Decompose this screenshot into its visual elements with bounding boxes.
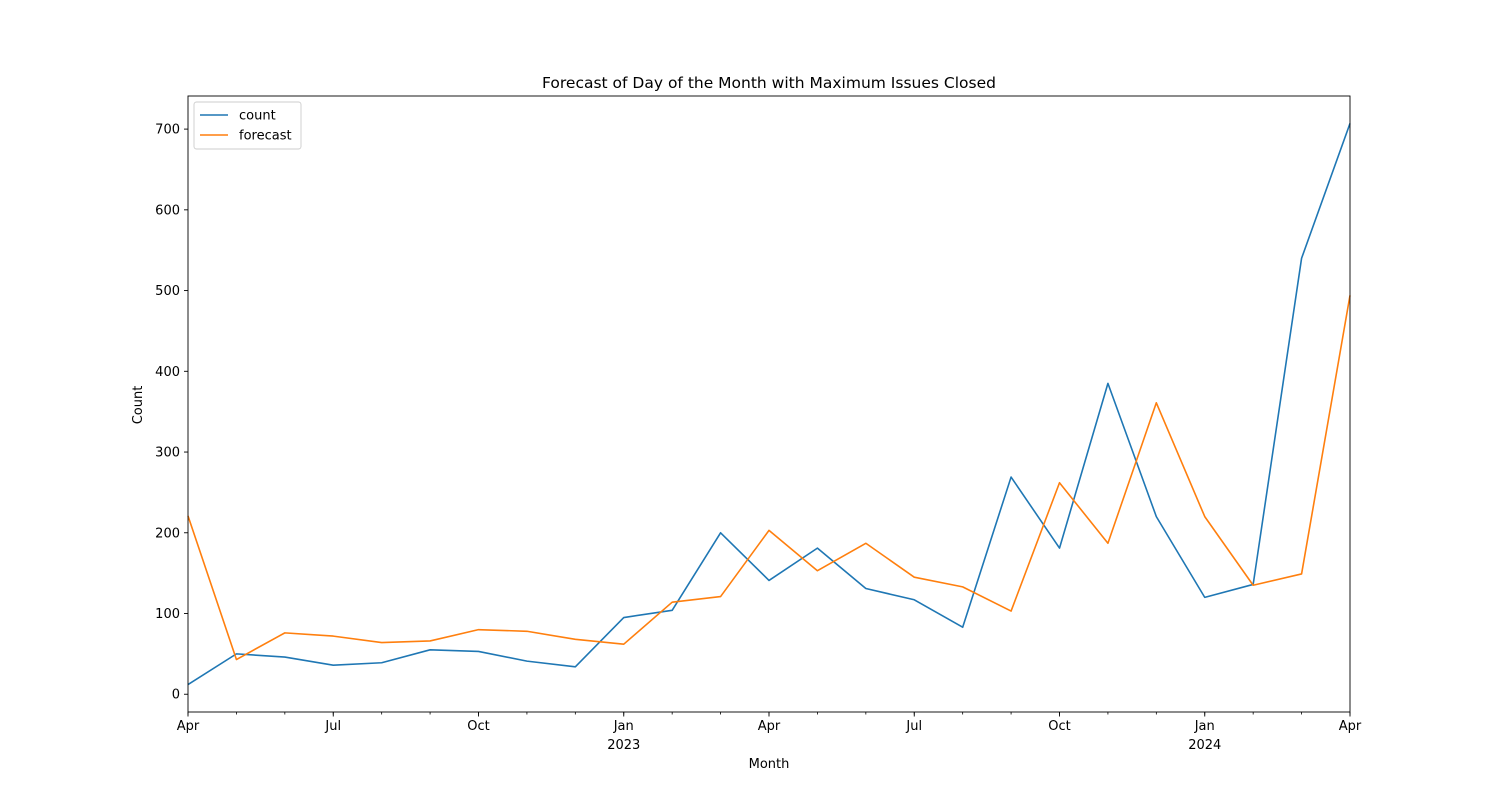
- y-tick-label: 300: [155, 446, 180, 461]
- x-tick-label: Apr: [1339, 719, 1362, 734]
- legend-box: [193, 101, 302, 150]
- x-axis-label: Month: [749, 757, 790, 772]
- y-tick-label: 200: [155, 526, 180, 541]
- x-tick-label: Oct: [467, 719, 489, 734]
- x-tick-label: Apr: [177, 719, 200, 734]
- plot-area: 0 100 200 300 400 500 600 700 Apr Jul Oct Jan 2023 Ap…: [155, 95, 1362, 753]
- y-tick-label: 700: [155, 123, 180, 138]
- x-tick-label: Apr: [758, 719, 781, 734]
- x-tick-label: Jul: [905, 719, 922, 734]
- y-tick-label: 400: [155, 365, 180, 380]
- y-axis-label: Count: [131, 386, 146, 425]
- legend-label-count: count: [239, 109, 276, 124]
- y-tick-label: 600: [155, 203, 180, 218]
- y-tick-label: 0: [172, 688, 180, 703]
- y-tick-label: 500: [155, 284, 180, 299]
- series-line-count: [187, 123, 1351, 686]
- x-tick-label: Jan: [1194, 719, 1215, 734]
- chart-title: Forecast of Day of the Month with Maximu…: [542, 74, 996, 92]
- x-tick-label: Jan: [613, 719, 634, 734]
- legend-label-forecast: forecast: [239, 129, 292, 144]
- x-tick-year-label: 2023: [607, 738, 640, 753]
- y-tick-label: 100: [155, 607, 180, 622]
- x-tick-label: Jul: [324, 719, 341, 734]
- x-tick-year-label: 2024: [1188, 738, 1221, 753]
- x-tick-label: Oct: [1048, 719, 1070, 734]
- series-line-forecast: [187, 295, 1351, 661]
